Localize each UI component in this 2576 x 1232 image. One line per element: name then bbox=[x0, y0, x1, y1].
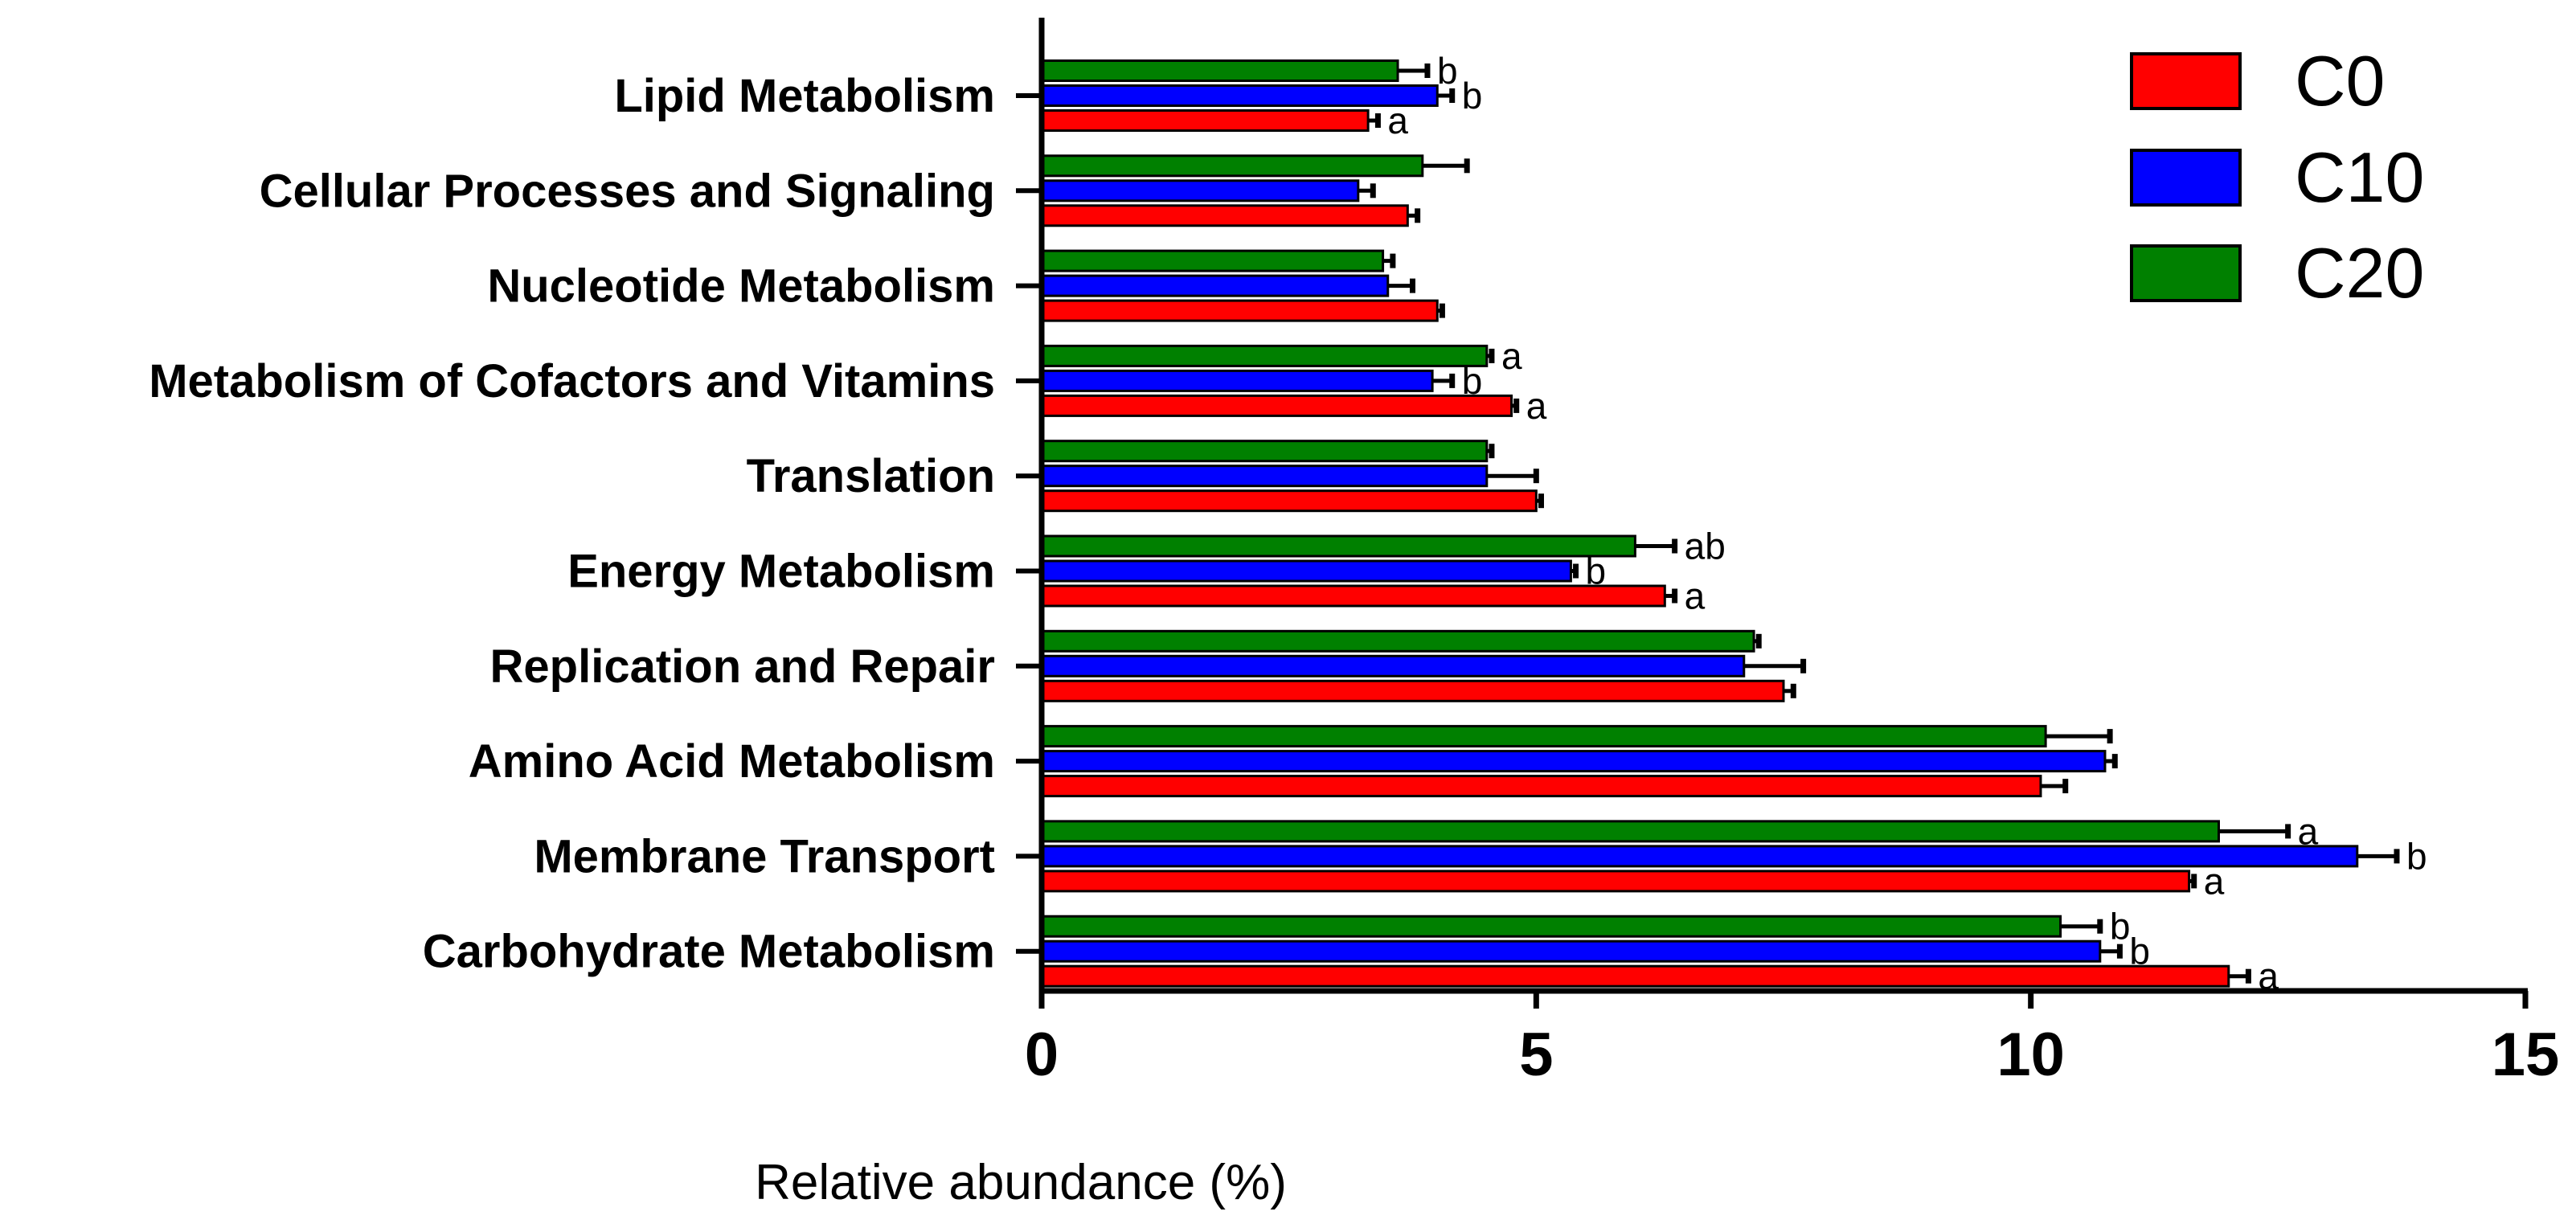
x-tick-label: 10 bbox=[1997, 1021, 2065, 1089]
category-label-metabolism-of-cofactors-and-vitamins: Metabolism of Cofactors and Vitamins bbox=[149, 355, 995, 407]
category-labels: Lipid Metabolism Cellular Processes and S… bbox=[149, 70, 995, 978]
bar-c20-energy-metabolism bbox=[1040, 534, 1636, 558]
bar-c10-lipid-metabolism bbox=[1040, 84, 1439, 107]
significance-label-c0: a bbox=[1685, 575, 1706, 617]
bar-c20-replication-and-repair bbox=[1040, 629, 1755, 653]
legend-swatch-c10 bbox=[2130, 149, 2242, 207]
significance-label-c20: ab bbox=[1685, 526, 1726, 567]
bar-c0-energy-metabolism bbox=[1040, 584, 1666, 608]
legend-swatch-c0 bbox=[2130, 52, 2242, 110]
bar-c0-translation bbox=[1040, 489, 1538, 513]
x-tick-label: 5 bbox=[1519, 1021, 1553, 1089]
axes: 0 5 10 15 bbox=[1016, 18, 2559, 1089]
bar-c0-carbohydrate-metabolism bbox=[1040, 964, 2230, 988]
legend: C0 C10 C20 bbox=[2130, 41, 2424, 313]
significance-label-c20: b bbox=[2110, 906, 2131, 948]
x-axis-title: Relative abundance (%) bbox=[755, 1155, 1287, 1210]
bar-c10-metabolism-of-cofactors-and-vitamins bbox=[1040, 369, 1434, 392]
bar-c20-carbohydrate-metabolism bbox=[1040, 915, 2062, 938]
category-label-amino-acid-metabolism: Amino Acid Metabolism bbox=[469, 735, 995, 788]
bar-c0-cellular-processes-and-signaling bbox=[1040, 204, 1409, 227]
x-tick-label: 0 bbox=[1025, 1021, 1059, 1089]
bar-c20-translation bbox=[1040, 440, 1489, 463]
bar-c10-cellular-processes-and-signaling bbox=[1040, 179, 1360, 203]
bar-c10-translation bbox=[1040, 465, 1489, 488]
category-label-lipid-metabolism: Lipid Metabolism bbox=[614, 70, 995, 122]
bar-c0-amino-acid-metabolism bbox=[1040, 775, 2042, 798]
bar-c0-nucleotide-metabolism bbox=[1040, 299, 1439, 322]
bar-c20-nucleotide-metabolism bbox=[1040, 249, 1385, 272]
significance-label-c10: b bbox=[1462, 75, 1483, 117]
significance-label-c20: b bbox=[1437, 50, 1458, 92]
bar-c20-membrane-transport bbox=[1040, 820, 2220, 843]
significance-label-c0: a bbox=[2204, 860, 2225, 902]
category-label-energy-metabolism: Energy Metabolism bbox=[567, 546, 995, 598]
bar-c10-carbohydrate-metabolism bbox=[1040, 939, 2102, 963]
bar-c10-energy-metabolism bbox=[1040, 559, 1572, 583]
legend-label-c20: C20 bbox=[2295, 233, 2424, 313]
bar-c0-metabolism-of-cofactors-and-vitamins bbox=[1040, 394, 1513, 417]
category-label-carbohydrate-metabolism: Carbohydrate Metabolism bbox=[423, 926, 995, 978]
bar-c10-nucleotide-metabolism bbox=[1040, 274, 1390, 297]
legend-swatch-c20 bbox=[2130, 244, 2242, 302]
significance-label-c20: a bbox=[1501, 335, 1522, 377]
bar-c10-membrane-transport bbox=[1040, 845, 2359, 868]
significance-label-c0: a bbox=[1526, 385, 1547, 427]
legend-label-c10: C10 bbox=[2295, 137, 2424, 217]
bar-c20-metabolism-of-cofactors-and-vitamins bbox=[1040, 344, 1489, 367]
significance-label-c0: a bbox=[1387, 100, 1408, 141]
legend-label-c0: C0 bbox=[2295, 41, 2386, 121]
category-label-cellular-processes-and-signaling: Cellular Processes and Signaling bbox=[260, 165, 995, 217]
category-label-nucleotide-metabolism: Nucleotide Metabolism bbox=[487, 260, 995, 313]
x-tick-label: 15 bbox=[2492, 1021, 2560, 1089]
bar-c0-lipid-metabolism bbox=[1040, 109, 1370, 132]
bar-c10-replication-and-repair bbox=[1040, 654, 1746, 677]
bar-c20-amino-acid-metabolism bbox=[1040, 725, 2047, 748]
bar-c20-cellular-processes-and-signaling bbox=[1040, 154, 1424, 178]
bar-c0-replication-and-repair bbox=[1040, 679, 1785, 702]
category-label-replication-and-repair: Replication and Repair bbox=[490, 641, 995, 693]
category-label-membrane-transport: Membrane Transport bbox=[534, 830, 995, 882]
bar-c10-amino-acid-metabolism bbox=[1040, 750, 2107, 773]
significance-label-c10: b bbox=[2406, 835, 2427, 877]
category-label-translation: Translation bbox=[747, 450, 995, 502]
bar-c20-lipid-metabolism bbox=[1040, 59, 1399, 82]
bar-c0-membrane-transport bbox=[1040, 870, 2191, 893]
